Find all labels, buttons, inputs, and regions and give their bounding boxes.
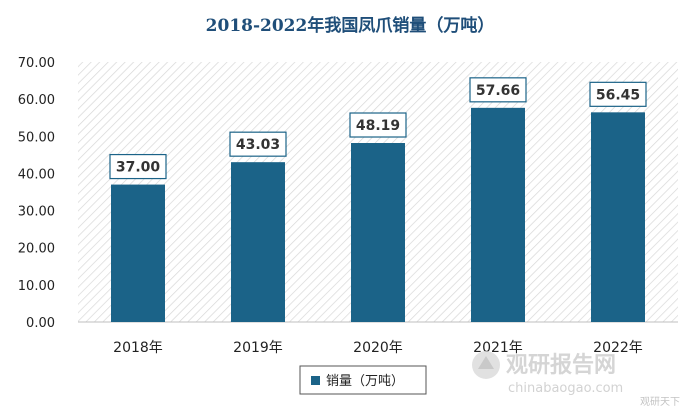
- data-label: 57.66: [476, 83, 520, 99]
- chart-title: 2018-2022年我国凤爪销量（万吨）: [206, 15, 495, 36]
- legend: 销量（万吨）: [299, 365, 427, 395]
- y-tick-label: 70.00: [18, 56, 55, 71]
- watermark-credit: 观研天下: [640, 396, 680, 408]
- y-axis: 0.00 10.00 20.00 30.00 40.00 50.00 60.00 70.00: [18, 56, 55, 331]
- bar: [111, 184, 165, 322]
- bar: [351, 143, 405, 322]
- bar: [591, 112, 645, 322]
- x-tick-label: 2022年: [593, 340, 643, 356]
- data-label-box: [109, 153, 167, 180]
- watermark-logo-icon-mark: [478, 356, 494, 369]
- legend-frame: [299, 365, 427, 395]
- y-tick-label: 0.00: [26, 316, 55, 331]
- bar-series: 37.00 43.03 48.19 57.66 56.45: [109, 77, 647, 322]
- y-tick-label: 30.00: [18, 205, 55, 220]
- y-tick-label: 60.00: [18, 93, 55, 108]
- bar: [471, 107, 525, 322]
- data-label-box: [469, 77, 527, 103]
- x-tick-label: 2018年: [113, 340, 163, 356]
- data-label: 48.19: [356, 118, 400, 134]
- data-label-box: [589, 81, 647, 107]
- x-tick-label: 2020年: [353, 340, 403, 356]
- y-tick-label: 50.00: [18, 130, 55, 145]
- legend-label: 销量（万吨）: [326, 374, 404, 389]
- legend-swatch: [311, 376, 320, 385]
- y-tick-label: 20.00: [18, 242, 55, 257]
- watermark: 观研报告网 chinabaogao.com 观研天下: [472, 351, 680, 408]
- data-label: 56.45: [596, 87, 640, 103]
- data-label-box: [349, 112, 407, 138]
- data-label: 37.00: [116, 160, 161, 176]
- x-tick-label: 2019年: [233, 340, 283, 356]
- bar: [231, 162, 285, 322]
- watermark-url: chinabaogao.com: [508, 381, 623, 396]
- x-axis: 2018年 2019年 2020年 2021年 2022年: [113, 340, 643, 356]
- y-tick-label: 40.00: [18, 167, 55, 182]
- data-label: 43.03: [236, 137, 280, 153]
- watermark-logo-text: 观研报告网: [506, 353, 616, 378]
- y-tick-label: 10.00: [18, 279, 55, 294]
- data-label-box: [229, 131, 287, 157]
